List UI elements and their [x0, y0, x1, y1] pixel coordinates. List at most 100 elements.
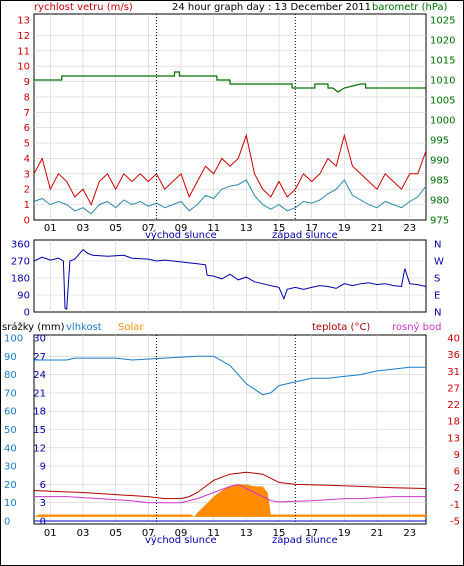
pressure-tick-0: 975 — [430, 216, 449, 227]
wind-tick-2: 2 — [24, 185, 30, 196]
wind-axis-title: rychlost vetru (m/s) — [34, 2, 133, 13]
compass-tick-3: W — [434, 257, 444, 268]
direction-tick-2: 180 — [11, 274, 30, 285]
direction-tick-0: 0 — [24, 308, 30, 319]
wind-avg-series-line — [33, 179, 427, 215]
wind-direction-series-line — [33, 249, 427, 311]
temperature-axis: -5 -1 2 6 9 13 18 22 27 31 36 40 — [447, 334, 460, 528]
dewpoint-series-line — [34, 483, 426, 504]
solar-series-area — [34, 484, 426, 517]
pressure-tick-7: 1010 — [430, 76, 455, 87]
humidity-tick-2: 20 — [4, 480, 17, 491]
temperature-tick-3: 6 — [454, 467, 460, 478]
x-tick-label: 19 — [338, 528, 351, 539]
temperature-tick-6: 18 — [447, 417, 460, 428]
humidity-tick-6: 60 — [4, 407, 17, 418]
wind-tick-3: 3 — [24, 169, 30, 180]
direction-tick-4: 360 — [11, 240, 30, 251]
x-tick-label: 11 — [207, 223, 220, 234]
x-tick-label: 07 — [142, 528, 155, 539]
temperature-tick-2: 2 — [454, 483, 460, 494]
pressure-tick-1: 980 — [430, 196, 449, 207]
solar-legend: Solar — [118, 322, 144, 333]
pressure-tick-6: 1005 — [430, 96, 455, 107]
rain-axis: 0 3 6 9 12 15 18 21 24 27 30 — [33, 334, 46, 528]
humidity-axis-title: vlhkost — [66, 322, 102, 333]
x-tick-label: 23 — [403, 223, 416, 234]
wind-tick-13: 13 — [17, 16, 30, 27]
sunset-label: západ slunce — [272, 229, 338, 241]
x-tick-label: 15 — [273, 528, 286, 539]
panel2-grid — [34, 240, 426, 312]
dewpoint-legend: rosný bod — [392, 321, 441, 333]
x-tick-label: 15 — [273, 223, 286, 234]
wind-tick-5: 5 — [24, 139, 30, 150]
wind-tick-4: 4 — [24, 154, 30, 165]
compass-tick-1: E — [434, 291, 440, 302]
rain-tick-3: 9 — [40, 462, 46, 473]
temperature-tick-9: 31 — [447, 367, 460, 378]
panel1-x-axis: 01 03 05 07 09 11 13 15 17 19 21 23 — [44, 223, 416, 234]
chart-title: 24 hour graph day : 13 December 2011 — [172, 2, 371, 13]
wind-tick-1: 1 — [24, 200, 30, 211]
wind-tick-6: 6 — [24, 123, 30, 134]
x-tick-label: 21 — [371, 223, 384, 234]
pressure-tick-5: 1000 — [430, 116, 455, 127]
compass-tick-0: N — [434, 308, 441, 319]
temperature-tick-5: 13 — [447, 433, 460, 444]
rain-tick-10: 30 — [33, 334, 46, 345]
x-tick-label: 09 — [175, 223, 188, 234]
x-tick-label: 05 — [109, 528, 122, 539]
x-tick-label: 17 — [305, 223, 318, 234]
pressure-tick-9: 1020 — [430, 36, 455, 47]
x-tick-label: 03 — [77, 528, 90, 539]
x-tick-label: 11 — [207, 528, 220, 539]
rain-tick-2: 6 — [40, 480, 46, 491]
x-tick-label: 03 — [77, 223, 90, 234]
temperature-tick-1: -1 — [450, 500, 460, 511]
x-tick-label: 05 — [109, 223, 122, 234]
temperature-tick-0: -5 — [450, 517, 460, 528]
wind-tick-10: 10 — [17, 62, 30, 73]
rain-tick-7: 21 — [33, 388, 46, 399]
wind-tick-7: 7 — [24, 108, 30, 119]
pressure-series-line — [34, 71, 426, 93]
x-tick-label: 01 — [44, 528, 57, 539]
rain-tick-6: 18 — [33, 407, 46, 418]
x-tick-label: 17 — [305, 528, 318, 539]
pressure-axis-title: barometr (hPa) — [372, 2, 448, 13]
rain-tick-0: 0 — [40, 517, 46, 528]
humidity-tick-8: 80 — [4, 370, 17, 381]
wind-tick-11: 11 — [17, 46, 30, 57]
pressure-tick-4: 995 — [430, 136, 449, 147]
temperature-tick-11: 40 — [447, 334, 460, 345]
sunrise-label: východ slunce — [145, 229, 217, 241]
wind-tick-12: 12 — [17, 31, 30, 42]
panel3-x-axis: 01 03 05 07 09 11 13 15 17 19 21 23 — [44, 528, 416, 539]
temperature-axis-title: teplota (°C) — [312, 322, 370, 333]
panel-wind-direction — [33, 239, 427, 313]
wind-tick-8: 8 — [24, 92, 30, 103]
direction-degree-axis: 0 90 180 270 360 — [11, 240, 30, 319]
direction-tick-3: 270 — [11, 257, 30, 268]
pressure-tick-10: 1025 — [430, 16, 455, 27]
humidity-axis: 0 10 20 30 40 50 60 70 80 90 100 — [4, 334, 23, 528]
rain-tick-1: 3 — [40, 498, 46, 509]
rain-axis-title: srážky (mm) — [2, 321, 65, 333]
panel1-grid — [34, 14, 426, 220]
pressure-tick-3: 990 — [430, 156, 449, 167]
pressure-axis: 975 980 985 990 995 1000 1005 1010 1015 1020 1025 — [430, 16, 455, 227]
humidity-tick-0: 0 — [4, 517, 10, 528]
temperature-tick-10: 36 — [447, 350, 460, 361]
humidity-tick-7: 70 — [4, 388, 17, 399]
x-tick-label: 13 — [240, 528, 253, 539]
temperature-tick-4: 9 — [454, 450, 460, 461]
panel-wind-pressure — [33, 13, 427, 221]
humidity-tick-5: 50 — [4, 425, 17, 436]
pressure-tick-8: 1015 — [430, 56, 455, 67]
rain-tick-4: 12 — [33, 443, 46, 454]
x-tick-label: 09 — [175, 528, 188, 539]
